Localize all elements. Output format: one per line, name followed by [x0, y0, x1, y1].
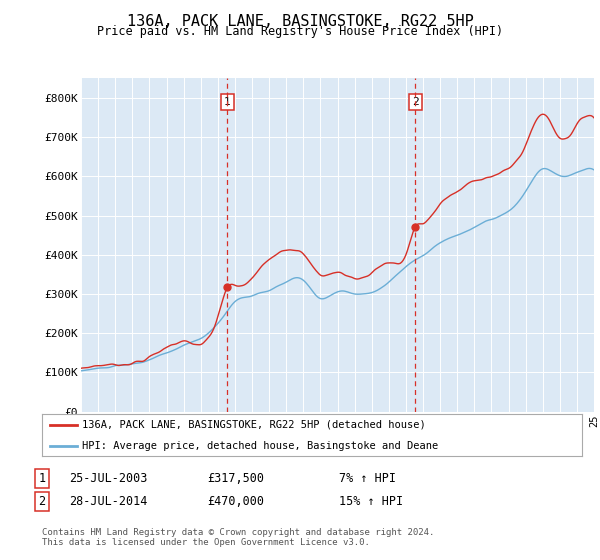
Text: 1: 1	[38, 472, 46, 486]
Text: Price paid vs. HM Land Registry's House Price Index (HPI): Price paid vs. HM Land Registry's House …	[97, 25, 503, 38]
Text: £317,500: £317,500	[207, 472, 264, 486]
Text: 7% ↑ HPI: 7% ↑ HPI	[339, 472, 396, 486]
Text: HPI: Average price, detached house, Basingstoke and Deane: HPI: Average price, detached house, Basi…	[83, 441, 439, 451]
Text: £470,000: £470,000	[207, 494, 264, 508]
Text: 2: 2	[38, 494, 46, 508]
Text: 25-JUL-2003: 25-JUL-2003	[69, 472, 148, 486]
Text: 136A, PACK LANE, BASINGSTOKE, RG22 5HP (detached house): 136A, PACK LANE, BASINGSTOKE, RG22 5HP (…	[83, 420, 426, 430]
Text: 28-JUL-2014: 28-JUL-2014	[69, 494, 148, 508]
Text: Contains HM Land Registry data © Crown copyright and database right 2024.
This d: Contains HM Land Registry data © Crown c…	[42, 528, 434, 547]
Text: 136A, PACK LANE, BASINGSTOKE, RG22 5HP: 136A, PACK LANE, BASINGSTOKE, RG22 5HP	[127, 14, 473, 29]
Text: 1: 1	[224, 97, 231, 107]
Text: 15% ↑ HPI: 15% ↑ HPI	[339, 494, 403, 508]
Text: 2: 2	[412, 97, 419, 107]
